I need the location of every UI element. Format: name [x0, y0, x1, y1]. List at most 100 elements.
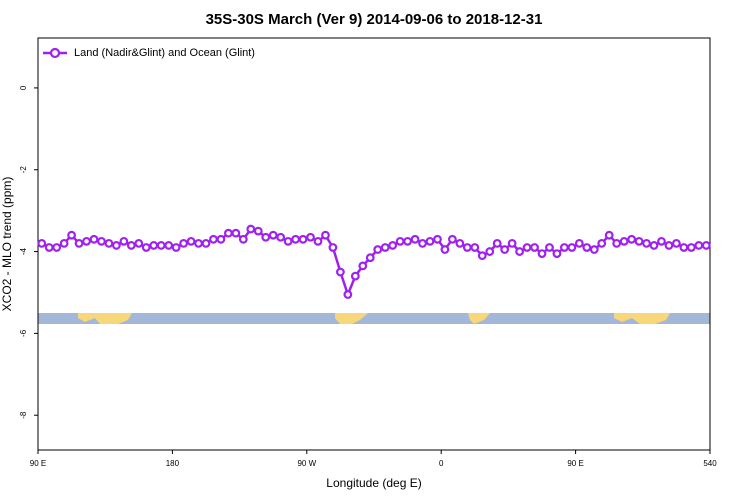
data-point: [67, 230, 76, 240]
x-tick-label: 540: [703, 459, 717, 468]
data-point: [291, 234, 301, 244]
data-point: [395, 236, 405, 246]
data-point: [134, 238, 144, 248]
data-point: [515, 247, 524, 256]
x-tick-label: 0: [439, 459, 444, 468]
data-point: [679, 243, 689, 252]
data-point: [537, 249, 547, 259]
data-point: [343, 290, 353, 299]
data-point: [418, 238, 427, 248]
data-point: [261, 232, 271, 242]
data-point: [545, 243, 554, 252]
data-point: [530, 243, 539, 252]
data-point: [268, 230, 278, 240]
data-point: [462, 243, 472, 252]
data-point: [604, 230, 614, 240]
data-point: [313, 236, 323, 246]
data-point: [111, 241, 121, 250]
data-point: [642, 238, 651, 248]
data-point: [97, 236, 106, 246]
data-point: [209, 234, 218, 244]
data-point: [373, 245, 383, 254]
map-strip: [38, 313, 710, 324]
data-point: [89, 234, 99, 244]
data-point: [336, 267, 345, 277]
data-point: [477, 251, 487, 261]
data-point: [440, 245, 450, 254]
data-point: [388, 241, 398, 250]
y-tick-label: -8: [19, 411, 28, 419]
data-point: [425, 236, 435, 246]
data-point: [223, 228, 233, 238]
data-point: [492, 238, 502, 248]
data-point: [403, 236, 413, 246]
data-point: [701, 241, 711, 250]
data-point: [164, 241, 174, 250]
data-point: [433, 234, 442, 244]
data-point: [186, 236, 196, 246]
data-point: [37, 238, 47, 248]
data-point: [560, 243, 569, 252]
x-tick-label: 90 W: [297, 459, 316, 468]
data-point: [104, 238, 114, 248]
data-point: [82, 236, 91, 246]
x-axis-label: Longitude (deg E): [326, 476, 421, 490]
x-tick-label: 90 E: [567, 459, 583, 468]
y-tick-label: 0: [19, 85, 28, 90]
y-tick-label: -2: [19, 166, 28, 174]
data-point: [194, 238, 203, 248]
data-point: [119, 236, 129, 246]
x-tick-label: 90 E: [30, 459, 46, 468]
chart-title: 35S-30S March (Ver 9) 2014-09-06 to 2018…: [206, 11, 543, 28]
data-point: [410, 234, 420, 244]
data-point: [485, 247, 495, 256]
y-tick-label: -6: [19, 329, 28, 337]
data-point: [253, 226, 263, 236]
y-tick-label: -4: [19, 247, 28, 255]
legend-label: Land (Nadir&Glint) and Ocean (Glint): [74, 47, 255, 59]
data-point: [74, 238, 84, 248]
data-point: [276, 232, 286, 242]
data-point: [552, 249, 562, 259]
data-point: [201, 238, 211, 248]
data-point: [455, 238, 465, 248]
data-point: [216, 234, 226, 244]
y-axis-label: XCO2 - MLO trend (ppm): [0, 177, 14, 312]
data-point: [149, 241, 159, 250]
data-point: [358, 261, 368, 271]
data-point: [597, 238, 607, 248]
legend-marker: [49, 47, 61, 59]
data-point: [507, 238, 517, 248]
data-point: [612, 238, 622, 248]
data-point: [589, 245, 599, 254]
data-point: [448, 234, 457, 244]
data-point: [522, 243, 532, 252]
data-point: [694, 241, 704, 250]
data-point: [664, 241, 674, 250]
data-point: [298, 234, 308, 244]
data-point: [672, 238, 681, 248]
data-point: [328, 243, 338, 252]
data-point: [657, 236, 666, 246]
data-point: [306, 232, 315, 242]
data-point: [59, 238, 69, 248]
data-point: [44, 243, 54, 252]
data-point: [283, 236, 293, 246]
data-point: [350, 271, 360, 281]
data-point: [649, 241, 659, 250]
data-point: [627, 234, 636, 244]
data-point: [470, 243, 480, 252]
data-point: [246, 224, 256, 234]
data-point: [380, 243, 390, 252]
data-point: [567, 243, 577, 252]
series-line: [41, 227, 707, 299]
data-point: [582, 243, 592, 252]
data-point: [171, 243, 181, 252]
data-point: [574, 238, 584, 248]
data-point: [231, 228, 241, 238]
data-point: [156, 241, 166, 250]
data-point: [500, 245, 510, 254]
data-point: [321, 230, 330, 240]
data-point: [141, 243, 151, 252]
